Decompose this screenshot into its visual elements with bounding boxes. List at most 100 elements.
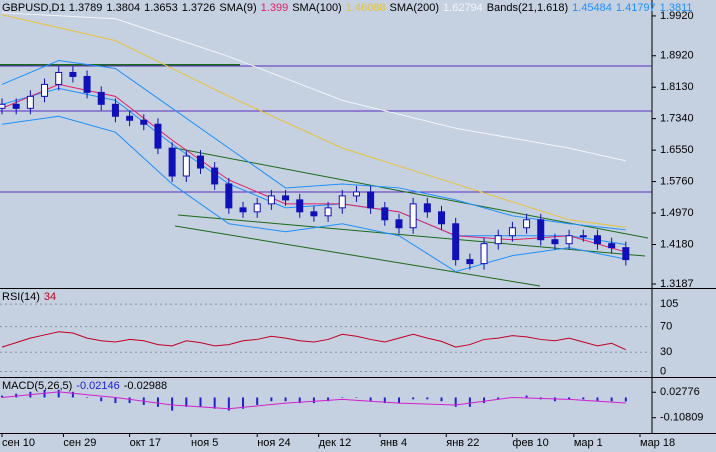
macd-bar	[312, 397, 315, 404]
macd-bar	[86, 397, 89, 398]
indicator-name: SMA(100)	[292, 2, 342, 14]
macd-bar	[426, 397, 429, 400]
macd-bar	[596, 397, 599, 402]
trend-line	[174, 147, 649, 239]
macd-bar	[242, 397, 245, 409]
x-tick-label: дек 12	[319, 437, 352, 449]
y-tick-label: 70	[660, 321, 672, 333]
candle-body	[296, 199, 304, 213]
candle-body	[622, 247, 630, 261]
candle-body	[69, 71, 77, 77]
candle-body	[565, 235, 573, 245]
candle-body	[196, 155, 204, 169]
macd-bar	[171, 397, 174, 411]
candle-body	[551, 239, 559, 245]
symbol: GBPUSD,D1	[2, 2, 65, 14]
y-tick-label: 1.9920	[660, 10, 694, 22]
y-tick-label: 30	[660, 346, 672, 358]
candle-body	[395, 219, 403, 229]
candle-body	[523, 219, 531, 229]
x-tick-label: янв 22	[446, 437, 479, 449]
frame	[0, 0, 716, 434]
macd-bar	[440, 397, 443, 402]
candle-body	[126, 115, 134, 121]
signal-line	[1, 391, 626, 410]
price-levels	[0, 64, 652, 287]
candle-body	[168, 147, 176, 177]
indicator-value: 1.46088	[346, 2, 386, 14]
x-tick-label: янв 4	[380, 437, 407, 449]
macd-bar	[383, 397, 386, 404]
macd-bar	[341, 397, 344, 398]
candle-body	[0, 103, 6, 109]
quote: 1.3804	[106, 2, 140, 14]
candle-body	[310, 211, 318, 217]
band-upper	[1, 60, 626, 231]
candle-body	[352, 191, 360, 197]
candle-body	[423, 203, 431, 213]
sma-line	[1, 12, 626, 162]
macd-bar	[128, 397, 131, 404]
y-tick-label: 1.3187	[660, 278, 694, 290]
rsi-line	[1, 331, 627, 351]
indicator-value: 34	[44, 291, 56, 303]
candle-body	[12, 103, 20, 109]
sma-line	[1, 83, 626, 253]
candle-body	[367, 191, 375, 209]
indicator-value: 1.41797	[616, 2, 656, 14]
indicator-name: Bands(21,1.618)	[487, 2, 568, 14]
macd-bar	[1, 395, 3, 398]
macd-bar	[114, 397, 117, 404]
band-lower	[1, 115, 626, 273]
x-tick-label: мар 18	[640, 437, 675, 449]
x-tick-label: ноя 5	[191, 437, 218, 449]
macd-bar	[624, 397, 627, 402]
chart-header: GBPUSD,D1 1.3789 1.3804 1.3653 1.3726 SMA(9) 1…	[2, 2, 693, 14]
x-tick-label: ноя 24	[257, 437, 290, 449]
macd-bar	[199, 397, 202, 407]
y-tick-label: 1.8920	[660, 50, 694, 62]
candle-body	[253, 203, 261, 213]
trend-line	[174, 225, 541, 287]
indicator-value: -0.02988	[124, 380, 167, 392]
quote: 1.3653	[144, 2, 178, 14]
candle-body	[608, 243, 616, 249]
macd-bar	[497, 397, 500, 400]
macd-bar	[227, 397, 230, 411]
macd-bar	[568, 397, 571, 400]
candle-body	[409, 203, 417, 229]
candle-body	[182, 155, 190, 177]
indicator-value: 1.3811	[660, 2, 693, 14]
y-tick-label: 1.4970	[660, 207, 694, 219]
macd-bar	[525, 395, 528, 398]
macd-bar	[397, 397, 400, 404]
macd-bar	[185, 397, 188, 407]
candle-body	[282, 195, 290, 201]
indicator-name: SMA(9)	[219, 2, 256, 14]
candle-body	[97, 91, 105, 105]
y-tick-label: 0.02776	[660, 386, 700, 398]
panel-header: MACD(5,26,5) -0.02146 -0.02988	[2, 380, 167, 392]
y-tick-label: 1.7340	[660, 113, 694, 125]
macd-bar	[213, 397, 216, 409]
macd-bar	[284, 397, 287, 402]
candle-body	[579, 235, 587, 238]
indicator-name: SMA(200)	[390, 2, 440, 14]
indicator-name: MACD(5,26,5)	[2, 380, 72, 392]
sma-line	[1, 14, 626, 228]
candle-body	[26, 95, 34, 109]
y-tick-label: 1.4180	[660, 238, 694, 250]
candle-body	[494, 235, 502, 245]
candle-body	[466, 259, 474, 265]
x-tick-label: мар 1	[574, 437, 603, 449]
candle-body	[593, 235, 601, 245]
candle-body	[41, 83, 49, 97]
macd-bar	[582, 397, 585, 400]
y-tick-label: -0.10809	[660, 412, 703, 424]
candle-body	[452, 223, 460, 261]
candle-body	[381, 207, 389, 221]
indicator-value: 1.45484	[572, 2, 612, 14]
candle-body	[438, 211, 446, 225]
